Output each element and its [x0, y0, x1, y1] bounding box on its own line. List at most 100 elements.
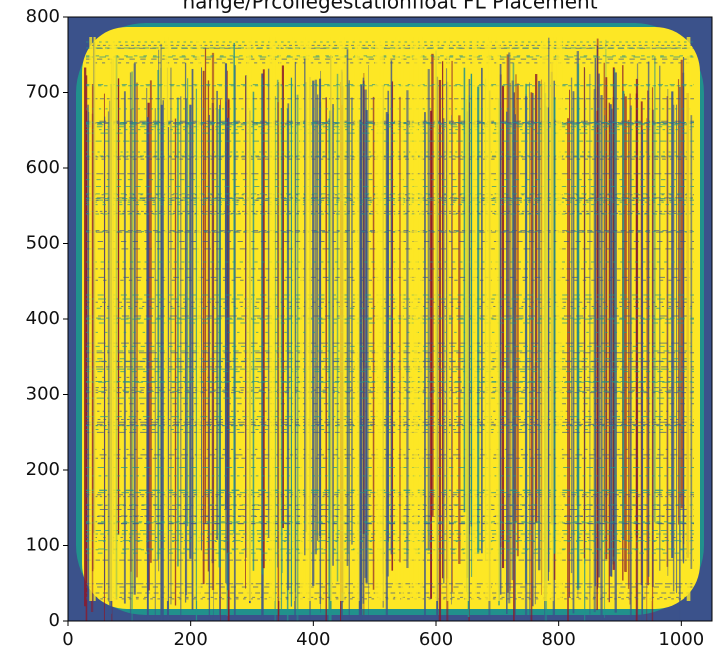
texture [191, 68, 194, 610]
texture [676, 104, 678, 594]
texture [184, 62, 187, 603]
texture [362, 77, 365, 604]
texture [434, 37, 438, 601]
texture [567, 118, 569, 621]
texture [651, 87, 654, 621]
texture [129, 72, 132, 621]
texture [545, 37, 548, 601]
texture [185, 98, 188, 596]
texture [368, 64, 369, 619]
texture [292, 37, 295, 601]
texture [123, 91, 126, 604]
texture [93, 37, 96, 601]
texture [305, 37, 308, 601]
texture [577, 63, 580, 589]
y-tick-label: 0 [49, 610, 60, 631]
texture [201, 67, 202, 551]
texture [314, 79, 317, 555]
texture [472, 37, 477, 601]
x-tick-label: 800 [541, 629, 575, 650]
texture [348, 80, 350, 621]
texture [654, 56, 656, 523]
y-tick-label: 200 [26, 459, 60, 480]
texture [160, 104, 163, 621]
texture [583, 67, 585, 559]
texture [89, 37, 93, 601]
texture [671, 91, 674, 559]
texture [511, 80, 514, 581]
y-tick-label: 800 [26, 6, 60, 27]
texture [107, 111, 110, 602]
texture [328, 118, 330, 621]
y-tick-label: 500 [26, 233, 60, 254]
texture [218, 109, 221, 568]
texture [465, 37, 469, 601]
texture [515, 74, 517, 523]
texture [224, 63, 228, 510]
texture [550, 37, 554, 601]
texture [245, 75, 246, 589]
texture [88, 111, 90, 598]
texture [686, 37, 691, 601]
texture [136, 82, 138, 578]
texture [659, 65, 661, 571]
texture [413, 37, 419, 601]
texture [679, 86, 681, 621]
texture [267, 68, 270, 538]
texture [553, 97, 556, 554]
texture [529, 82, 530, 621]
texture [395, 37, 399, 601]
texture [189, 104, 192, 559]
texture [506, 54, 509, 593]
x-tick-label: 0 [62, 629, 73, 650]
texture [365, 110, 368, 583]
texture [613, 68, 616, 562]
texture [400, 37, 404, 601]
y-tick-label: 100 [26, 535, 60, 556]
texture [375, 37, 380, 601]
texture [614, 72, 617, 613]
texture [277, 102, 280, 621]
texture [484, 37, 490, 601]
texture [445, 68, 448, 518]
texture [627, 119, 630, 589]
texture [336, 73, 339, 582]
texture [167, 127, 170, 621]
texture [380, 37, 384, 601]
texture [596, 110, 598, 611]
texture [233, 42, 235, 534]
texture [187, 78, 189, 527]
texture [162, 100, 164, 621]
x-tick-label: 1000 [658, 629, 704, 650]
texture [451, 115, 452, 605]
texture [470, 73, 473, 527]
texture [508, 52, 511, 604]
x-tick-label: 400 [296, 629, 330, 650]
texture [195, 88, 198, 621]
texture [281, 65, 284, 529]
texture [216, 90, 218, 540]
texture [355, 37, 360, 601]
texture [589, 74, 591, 615]
texture [226, 70, 228, 554]
texture [624, 96, 627, 572]
texture [207, 80, 210, 572]
x-tick-label: 200 [173, 629, 207, 650]
texture [431, 53, 434, 517]
texture [111, 37, 117, 601]
texture [516, 83, 519, 557]
texture [84, 67, 87, 607]
texture [446, 37, 450, 601]
texture [269, 37, 274, 601]
texture [211, 52, 215, 591]
texture [532, 92, 534, 607]
texture [208, 114, 211, 621]
texture [325, 97, 327, 621]
texture [419, 37, 423, 601]
texture [329, 115, 331, 621]
texture [680, 59, 683, 509]
texture [290, 77, 293, 607]
texture [319, 78, 322, 537]
texture [541, 37, 546, 601]
texture [399, 96, 401, 563]
